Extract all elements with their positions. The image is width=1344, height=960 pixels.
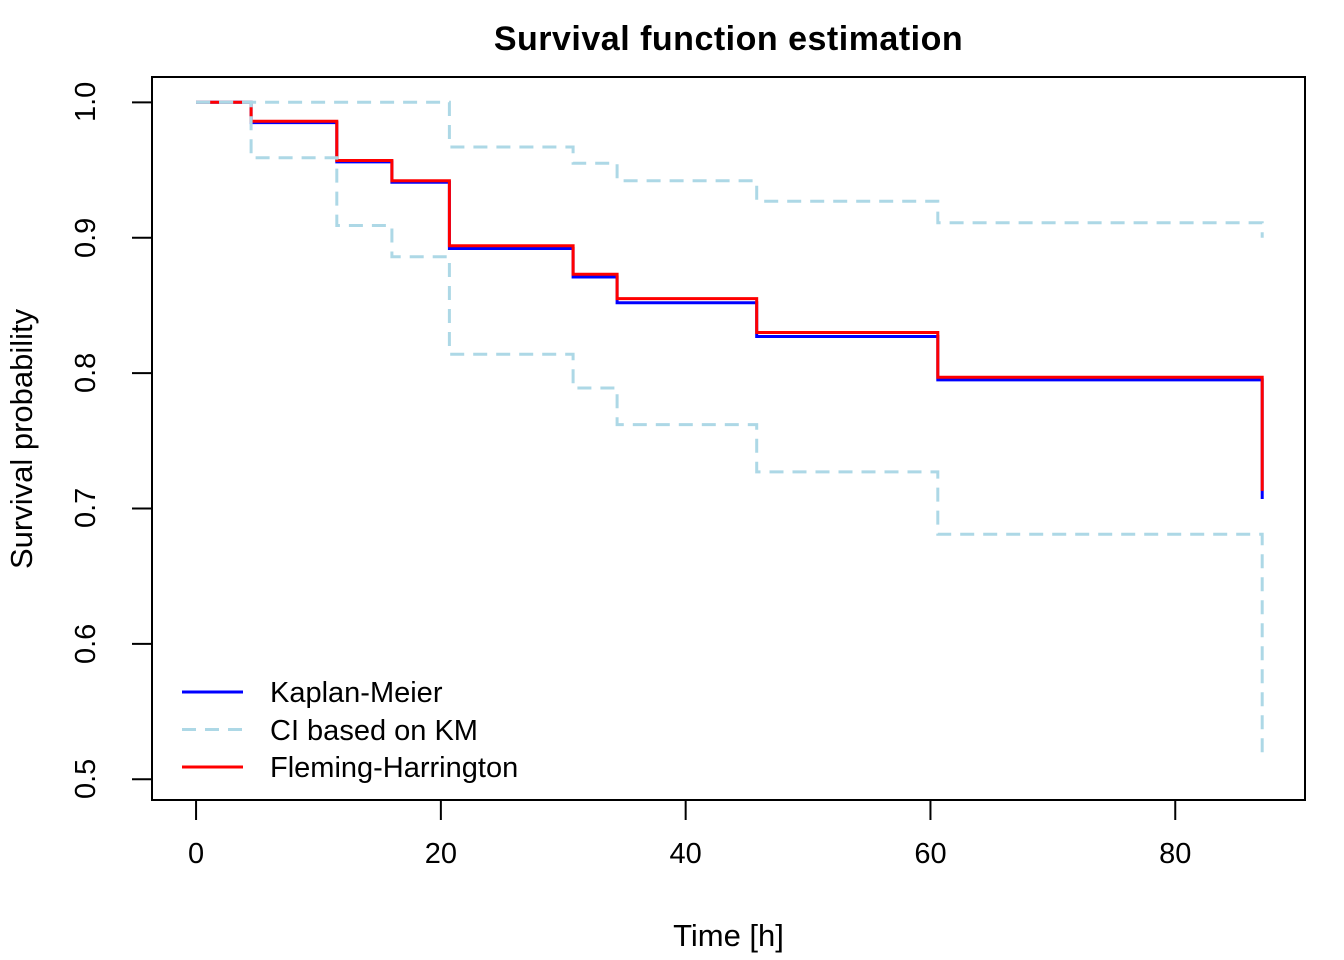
y-tick-label: 0.7 bbox=[70, 488, 102, 529]
plot-box bbox=[151, 76, 1306, 801]
legend-item-fleming-harrington: Fleming-Harrington bbox=[270, 752, 519, 784]
series-ci-upper-based-on-km bbox=[196, 100, 1264, 238]
y-axis-label: Survival probability bbox=[4, 308, 39, 569]
y-tick-label: 0.5 bbox=[70, 759, 102, 800]
legend-item-kaplan-meier: Kaplan-Meier bbox=[270, 677, 443, 709]
y-tick-label: 0.6 bbox=[70, 623, 102, 665]
x-tick-label: 80 bbox=[1159, 838, 1192, 870]
series-ci-lower-based-on-km bbox=[196, 100, 1264, 759]
y-tick-label: 0.9 bbox=[70, 217, 102, 258]
series-fleming-harrington bbox=[196, 100, 1264, 491]
chart-title: Survival function estimation bbox=[493, 20, 964, 58]
y-tick-label: 1.0 bbox=[70, 82, 102, 123]
x-tick-label: 0 bbox=[187, 838, 205, 870]
y-tick-label: 0.8 bbox=[70, 352, 102, 394]
legend: Kaplan-Meier CI based on KM Fleming-Harr… bbox=[270, 675, 518, 788]
x-tick-label: 40 bbox=[669, 838, 702, 870]
x-tick-label: 60 bbox=[914, 838, 947, 870]
x-axis-label: Time [h] bbox=[673, 918, 784, 953]
legend-item-ci-based-on-km: CI based on KM bbox=[270, 714, 478, 747]
x-tick-label: 20 bbox=[424, 838, 457, 870]
